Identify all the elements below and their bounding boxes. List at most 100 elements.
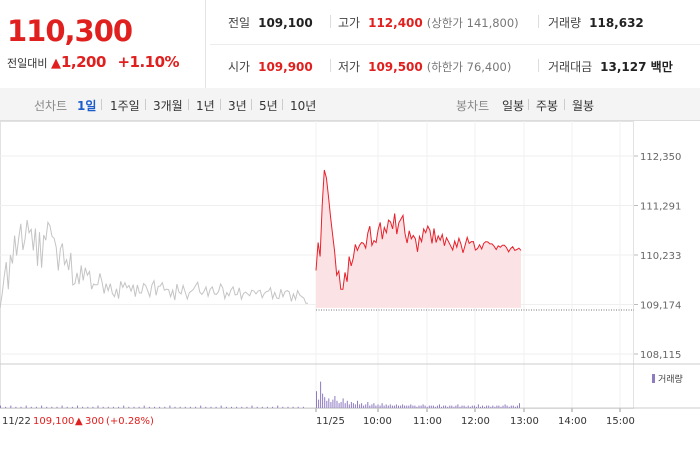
volume-bar-today [342, 398, 344, 408]
volume-bar-today [504, 404, 506, 408]
volume-bar-today [318, 399, 320, 408]
tab-daily[interactable]: 일봉 [502, 99, 525, 113]
volume-bar-today [326, 400, 328, 408]
volume-bar-today [510, 405, 512, 408]
volume-bar-today [461, 405, 463, 408]
volume-bar-today [346, 400, 348, 408]
x-tick-label: 15:00 [606, 416, 635, 427]
volume-bar-today [486, 405, 488, 408]
volume-bar-today [316, 391, 317, 408]
volume-stat: 거래량 118,632 [548, 14, 644, 31]
volume-bar-today [480, 406, 481, 408]
amount-value: 13,127 백만 [600, 60, 673, 74]
tab-monthly[interactable]: 월봉 [572, 99, 595, 113]
volume-bar-prev [71, 406, 73, 408]
volume-bar-today [416, 406, 418, 408]
volume-bar-today [352, 403, 354, 408]
tab-3m[interactable]: 3개월 [153, 99, 183, 113]
y-tick-label: 111,291 [640, 202, 681, 213]
volume-bars [0, 381, 520, 408]
line-chart-title: 선차트 [34, 99, 68, 113]
open-label: 시가 [228, 60, 251, 74]
tab-10y[interactable]: 10년 [290, 99, 317, 113]
volume-bar-prev [282, 406, 284, 408]
volume-bar-prev [102, 406, 104, 408]
volume-bar-today [404, 405, 406, 408]
volume-bar-prev [277, 405, 279, 408]
volume-bar-prev [292, 406, 294, 408]
volume-bar-prev [179, 406, 181, 408]
volume-bar-today [457, 404, 459, 408]
volume-bar-prev [302, 406, 304, 408]
open-value: 109,900 [258, 60, 313, 74]
x-tick-label: 11:00 [413, 416, 442, 427]
y-tick-label: 108,115 [640, 350, 681, 361]
volume-bar-today [410, 404, 412, 408]
volume-bar-today [350, 402, 352, 408]
low-value: 109,500 [368, 60, 423, 74]
volume-bar-prev [66, 406, 68, 408]
volume-bar-today [395, 404, 397, 408]
volume-bar-today [393, 405, 395, 408]
volume-bar-today [519, 403, 520, 408]
volume-bar-prev [256, 406, 258, 408]
stats-row-2: 시가 109,900 저가 109,500 (하한가 76,400) 거래대금 13,1… [210, 44, 700, 88]
divider [330, 15, 331, 28]
volume-bar-prev [118, 406, 120, 408]
upper-limit: (상한가 141,800) [426, 16, 519, 30]
today-area [316, 170, 521, 308]
volume-bar-today [361, 403, 363, 408]
volume-bar-prev [154, 406, 155, 408]
volume-bar-prev [231, 406, 232, 408]
volume-bar-prev [61, 405, 63, 408]
volume-bar-today [434, 406, 436, 408]
volume-bar-today [455, 405, 457, 408]
volume-bar-today [371, 404, 373, 408]
volume-bar-today [469, 406, 471, 408]
volume-bar-prev [5, 406, 7, 408]
volume-bar-today [379, 405, 381, 408]
up-triangle-icon: ▲ [75, 416, 83, 427]
prev-change-percent: (+0.28%) [106, 416, 154, 427]
tab-1y[interactable]: 1년 [196, 99, 215, 113]
volume-bar-today [357, 400, 358, 408]
amount-stat: 거래대금 13,127 백만 [548, 58, 673, 75]
volume-bar-prev [272, 406, 274, 408]
low-label: 저가 [338, 60, 361, 74]
up-triangle-icon: ▲ [50, 56, 61, 71]
x-tick-label: 12:00 [461, 416, 490, 427]
high-stat: 고가 112,400 (상한가 141,800) [338, 14, 519, 31]
tab-1d[interactable]: 1일 [77, 99, 97, 113]
volume-bar-today [324, 397, 326, 408]
volume-bar-prev [195, 406, 197, 408]
volume-bar-today [332, 399, 334, 408]
volume-bar-prev [215, 406, 217, 408]
prev-close-stat: 전일 109,100 [228, 14, 313, 31]
volume-legend-label: 거래량 [658, 373, 683, 385]
prev-close-label: 전일 [228, 16, 251, 30]
volume-bar-today [365, 404, 367, 408]
today-date-label: 11/25 [316, 416, 345, 427]
tab-1w[interactable]: 1주일 [110, 99, 140, 113]
volume-bar-today [398, 405, 399, 408]
tab-3y[interactable]: 3년 [228, 99, 247, 113]
volume-bar-prev [82, 406, 84, 408]
tab-weekly[interactable]: 주봉 [536, 99, 559, 113]
volume-bar-prev [241, 406, 243, 408]
low-stat: 저가 109,500 (하한가 76,400) [338, 58, 511, 75]
divider [538, 59, 539, 72]
volume-bar-today [377, 404, 379, 408]
volume-bar-prev [25, 405, 27, 408]
volume-bar-today [375, 405, 377, 408]
volume-bar-today [449, 405, 451, 408]
volume-bar-today [402, 404, 404, 408]
lower-limit: (하한가 76,400) [426, 60, 512, 74]
divider [251, 99, 252, 110]
volume-value: 118,632 [589, 16, 644, 30]
volume-bar-prev [297, 406, 299, 408]
volume-bar-today [471, 405, 473, 408]
volume-bar-prev [169, 405, 171, 408]
volume-bar-today [348, 404, 350, 408]
volume-bar-today [412, 405, 414, 408]
tab-5y[interactable]: 5년 [259, 99, 278, 113]
